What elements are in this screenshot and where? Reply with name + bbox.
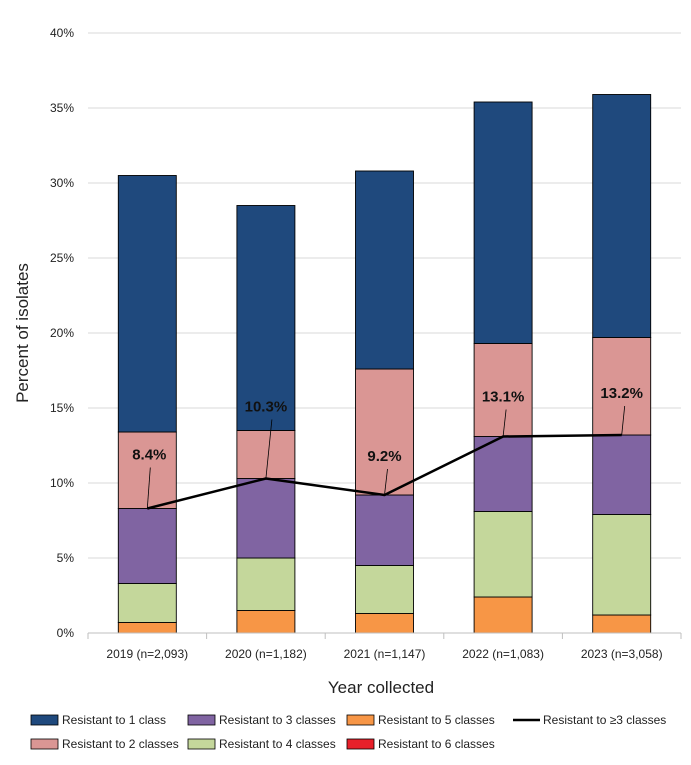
legend-swatch [187, 714, 216, 726]
bar-segment [355, 368, 414, 496]
legend-swatch [30, 714, 59, 726]
y-tick-label: 5% [57, 551, 75, 565]
legend-swatch [346, 714, 375, 726]
bar-segment [117, 583, 177, 623]
legend-swatch [187, 738, 216, 750]
line-data-label: 13.2% [600, 385, 643, 402]
legend-label: Resistant to 1 class [62, 713, 166, 727]
legend-label: Resistant to 3 classes [219, 713, 336, 727]
bar-segment [117, 175, 177, 433]
line-data-label: 13.1% [482, 389, 525, 406]
y-axis-ticks: 0% 5% 10% 15% 20% 25% 30% 35% 40% [50, 26, 74, 640]
data-labels: 8.4% 10.3% 9.2% 13.1% 13.2% [132, 385, 643, 509]
label-leader-line [384, 468, 388, 496]
y-tick-label: 10% [50, 476, 74, 490]
bar-segment [355, 565, 414, 614]
legend-label: Resistant to 5 classes [378, 713, 495, 727]
label-leader-line [265, 419, 273, 479]
x-category-label: 2020 (n=1,182) [225, 647, 307, 661]
x-category-label: 2019 (n=2,093) [106, 647, 188, 661]
x-category-label: 2022 (n=1,083) [462, 647, 544, 661]
bar-segment [592, 614, 652, 634]
legend-swatch [346, 738, 375, 750]
label-leader-line [502, 409, 507, 437]
x-axis-title: Year collected [328, 678, 434, 697]
label-leader-line [146, 467, 151, 509]
bar-segment [592, 434, 652, 515]
y-tick-label: 0% [57, 626, 75, 640]
bar-segment [236, 478, 296, 559]
bar-segment [236, 557, 296, 611]
bar-segment [117, 508, 177, 584]
y-tick-label: 15% [50, 401, 74, 415]
bar-segment [592, 514, 652, 616]
bar-segment [236, 430, 296, 479]
bar-segment [473, 596, 533, 634]
bar-segment [117, 431, 177, 509]
line-data-label: 10.3% [245, 399, 288, 416]
y-tick-label: 35% [50, 101, 74, 115]
legend-swatch [30, 738, 59, 750]
line-data-label: 8.4% [132, 447, 166, 464]
y-tick-label: 20% [50, 326, 74, 340]
bar-segment [473, 101, 533, 344]
bar-segment [236, 610, 296, 634]
bar-segment [355, 494, 414, 566]
y-tick-label: 30% [50, 176, 74, 190]
bar-segment [117, 622, 177, 634]
legend: Resistant to 1 class Resistant to 3 class… [30, 713, 666, 751]
x-axis: 2019 (n=2,093) 2020 (n=1,182) 2021 (n=1,14… [87, 632, 682, 661]
bar-segment [592, 94, 652, 338]
x-category-label: 2023 (n=3,058) [581, 647, 663, 661]
legend-label: Resistant to 2 classes [62, 737, 179, 751]
legend-label: Resistant to 6 classes [378, 737, 495, 751]
y-tick-label: 40% [50, 26, 74, 40]
bar-segment [355, 170, 414, 370]
legend-label: Resistant to 4 classes [219, 737, 336, 751]
bar-segment [236, 205, 296, 431]
y-tick-label: 25% [50, 251, 74, 265]
bar-segment [473, 511, 533, 598]
label-leader-line [621, 405, 626, 436]
legend-label: Resistant to ≥3 classes [543, 713, 666, 727]
bars [117, 94, 652, 634]
line-data-label: 9.2% [367, 448, 401, 465]
bar-segment [473, 436, 533, 512]
bar-segment [592, 337, 652, 436]
y-axis-title: Percent of isolates [13, 263, 32, 403]
bar-segment [473, 343, 533, 437]
x-category-label: 2021 (n=1,147) [344, 647, 426, 661]
bar-segment [355, 613, 414, 634]
